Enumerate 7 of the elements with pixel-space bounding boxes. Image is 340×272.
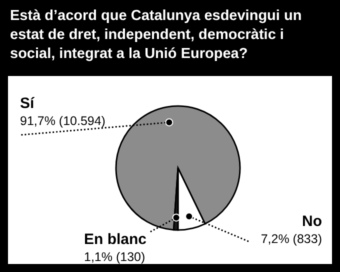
slice-label: No (302, 213, 322, 230)
data-label: 91,7% (10.594) (20, 114, 106, 128)
slice-label: Sí (20, 95, 36, 112)
data-label: 1,1% (130) (84, 250, 146, 264)
data-label: 7,2% (833) (260, 232, 322, 246)
slice-label: En blanc (84, 231, 147, 248)
chart-title: Està d’acord que Catalunya esdevingui un estat de dret, independent, democràtic i social, integrat a la Unió Europea? (10, 8, 302, 62)
